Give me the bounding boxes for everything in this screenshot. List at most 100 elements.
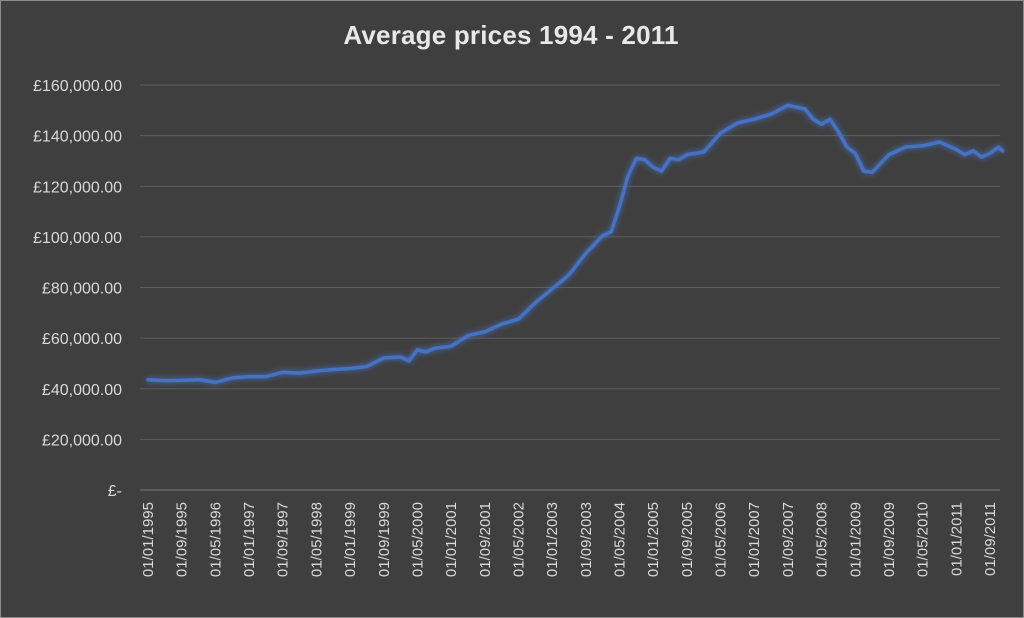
data-point	[904, 145, 907, 149]
data-point	[197, 378, 200, 381]
x-tick-label: 01/01/2003	[544, 502, 561, 577]
data-point	[811, 117, 815, 121]
data-point	[938, 140, 941, 144]
data-point	[719, 131, 722, 135]
x-tick-label: 01/01/2005	[645, 502, 662, 577]
data-point	[407, 359, 411, 363]
x-tick-label: 01/09/2009	[881, 502, 898, 577]
data-point	[180, 379, 183, 382]
data-point	[298, 371, 301, 375]
data-point	[988, 152, 992, 155]
data-point	[820, 123, 823, 126]
data-point	[416, 348, 419, 351]
x-tick-label: 01/01/2009	[847, 502, 864, 577]
data-point	[702, 150, 705, 154]
x-tick-label: 01/05/1996	[207, 502, 224, 577]
data-point	[854, 152, 857, 155]
data-point	[365, 365, 369, 368]
data-point	[736, 121, 739, 125]
x-tick-label: 01/01/2001	[443, 502, 460, 577]
y-tick-label: £60,000.00	[42, 331, 122, 348]
x-tick-label: 01/05/2002	[510, 502, 527, 577]
data-point	[399, 355, 402, 359]
data-point	[449, 345, 453, 348]
data-point	[803, 107, 806, 111]
data-point	[1001, 149, 1004, 153]
data-point	[635, 157, 638, 160]
data-point	[247, 375, 251, 378]
data-point	[660, 169, 663, 173]
x-tick-label: 01/09/1999	[376, 502, 393, 577]
data-point	[584, 252, 588, 255]
data-point	[769, 112, 773, 116]
x-tick-label: 01/05/2000	[409, 502, 426, 577]
x-tick-label: 01/01/1995	[140, 502, 157, 577]
data-point	[870, 171, 874, 174]
gridlines	[140, 84, 1000, 491]
x-tick-label: 01/01/2007	[746, 502, 763, 577]
data-point	[887, 153, 891, 156]
x-tick-label: 01/05/1998	[308, 502, 325, 577]
data-point	[264, 375, 268, 378]
data-point	[862, 169, 865, 173]
chart-title: Average prices 1994 - 2011	[343, 20, 679, 50]
y-tick-label: £140,000.00	[33, 129, 122, 146]
data-point	[643, 158, 646, 161]
x-tick-label: 01/09/2005	[679, 502, 696, 577]
y-tick-label: £160,000.00	[33, 78, 122, 95]
x-tick-label: 01/09/2003	[578, 502, 595, 577]
data-point	[214, 381, 217, 384]
data-point	[382, 356, 385, 360]
data-point	[567, 273, 571, 277]
x-tick-label: 01/09/2011	[982, 502, 999, 576]
x-tick-label: 01/01/1997	[241, 502, 258, 577]
x-tick-label: 01/05/2004	[612, 502, 629, 577]
data-point	[315, 369, 318, 373]
data-point	[618, 205, 621, 208]
data-point	[483, 330, 486, 333]
data-point	[500, 323, 503, 326]
data-point	[281, 371, 284, 374]
data-point	[845, 145, 849, 149]
data-point	[786, 104, 790, 107]
data-point	[550, 287, 554, 290]
data-point	[348, 367, 352, 370]
y-tick-label: £100,000.00	[33, 230, 122, 247]
y-tick-label: £40,000.00	[42, 382, 122, 399]
y-tick-label: £120,000.00	[33, 179, 122, 196]
x-tick-label: 01/09/1997	[275, 502, 292, 577]
data-point	[652, 166, 655, 169]
data-point	[828, 117, 832, 121]
series-line	[146, 103, 1005, 385]
x-tick-label: 01/05/2010	[915, 502, 932, 577]
x-axis-tick-labels: 01/01/1995 01/09/1995 01/05/1996 01/01/1997…	[140, 502, 999, 577]
y-tick-label: £20,000.00	[42, 432, 122, 449]
data-point	[517, 317, 520, 321]
x-tick-label: 01/01/2011	[948, 502, 965, 576]
data-point	[921, 144, 924, 147]
data-point	[963, 153, 966, 156]
data-point	[231, 376, 234, 380]
y-tick-label: £80,000.00	[42, 281, 122, 298]
data-point	[685, 153, 689, 156]
data-point	[601, 234, 604, 237]
data-point	[997, 145, 1000, 149]
x-tick-label: 01/09/1995	[174, 502, 191, 577]
data-point	[753, 117, 756, 121]
data-point	[534, 301, 537, 304]
data-point	[677, 158, 680, 161]
data-point	[609, 230, 613, 234]
data-point	[980, 155, 983, 159]
data-point	[971, 149, 975, 153]
data-point	[668, 157, 672, 160]
x-tick-label: 01/01/1999	[342, 502, 359, 577]
data-point	[466, 334, 470, 337]
data-point	[424, 350, 428, 354]
data-point	[332, 368, 335, 371]
series-layer	[146, 103, 1005, 385]
data-point	[955, 148, 958, 151]
x-tick-label: 01/05/2008	[814, 502, 831, 577]
y-tick-label: £-	[108, 483, 122, 500]
